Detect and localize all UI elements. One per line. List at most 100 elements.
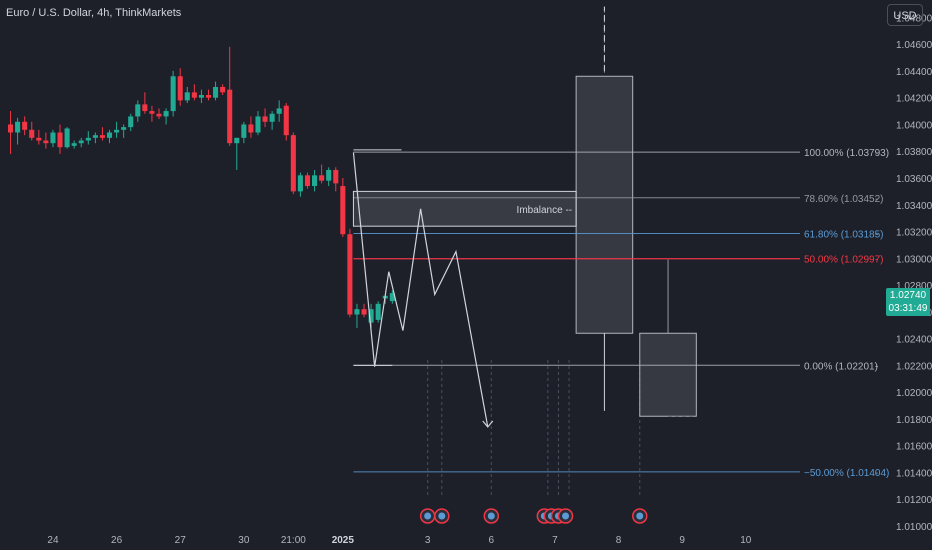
candle-body bbox=[255, 116, 261, 133]
x-axis-tick-label: 2025 bbox=[332, 535, 355, 546]
candle-body bbox=[333, 169, 339, 184]
candle-body bbox=[319, 175, 325, 181]
candle-body bbox=[15, 121, 21, 133]
y-axis-tick-label: 1.04200 bbox=[896, 94, 932, 105]
x-axis-tick-label: 9 bbox=[679, 535, 685, 546]
economic-event-flag-icon bbox=[487, 512, 495, 520]
candle-body bbox=[262, 116, 268, 122]
projection-path bbox=[352, 152, 489, 428]
y-axis-tick-label: 1.02400 bbox=[896, 335, 932, 346]
htf-candle-body bbox=[639, 332, 697, 417]
candle-body bbox=[191, 92, 197, 98]
candle-body bbox=[361, 309, 367, 315]
fib-label-dash: - bbox=[875, 361, 878, 372]
candle-body bbox=[64, 128, 70, 148]
imbalance-label: Imbalance -- bbox=[517, 205, 573, 216]
candle-body bbox=[205, 95, 212, 98]
imbalance-zone bbox=[352, 190, 577, 227]
htf-candle-body bbox=[575, 75, 634, 334]
candle-body bbox=[163, 111, 169, 117]
candle-body bbox=[297, 175, 303, 192]
symbol-title: Euro / U.S. Dollar, 4h, ThinkMarkets bbox=[6, 7, 182, 19]
y-axis-tick-label: 1.04400 bbox=[896, 67, 932, 78]
fib-label: 61.80% (1.03185) bbox=[804, 230, 884, 241]
x-axis-tick-label: 10 bbox=[740, 535, 752, 546]
candle-body bbox=[248, 124, 254, 133]
candle-body bbox=[326, 169, 332, 181]
candle-body bbox=[85, 137, 91, 141]
x-axis-tick-label: 30 bbox=[238, 535, 250, 546]
fib-label: 100.00% (1.03793) bbox=[804, 148, 889, 159]
last-price-value: 1.02740 bbox=[889, 290, 927, 301]
x-axis-tick-label: 7 bbox=[552, 535, 558, 546]
y-axis-tick-label: 1.04600 bbox=[896, 40, 932, 51]
candle-body bbox=[184, 92, 190, 101]
y-axis-tick-label: 1.03000 bbox=[896, 254, 932, 265]
y-axis-tick-label: 1.01400 bbox=[896, 468, 932, 479]
economic-event-flag-icon bbox=[438, 512, 446, 520]
x-axis-tick-label: 21:00 bbox=[281, 535, 306, 546]
candle-body bbox=[156, 113, 162, 117]
fib-label: 78.60% (1.03452) bbox=[804, 194, 884, 205]
candle-body bbox=[106, 132, 113, 138]
x-axis-tick-label: 24 bbox=[47, 535, 59, 546]
fib-label-dash: - bbox=[875, 230, 878, 241]
fib-label-dash: - bbox=[875, 148, 878, 159]
candle-body bbox=[347, 234, 353, 315]
y-axis-tick-label: 1.02000 bbox=[896, 388, 932, 399]
candle-body bbox=[114, 129, 120, 133]
projection-arrow-head bbox=[482, 420, 494, 428]
y-axis-tick-label: 1.04800 bbox=[896, 13, 932, 24]
candle-body bbox=[304, 175, 311, 187]
candle-body bbox=[368, 309, 374, 323]
candle-body bbox=[220, 86, 226, 93]
fib-label: 0.00% (1.02201) bbox=[804, 361, 878, 372]
y-axis-tick-label: 1.03200 bbox=[896, 228, 932, 239]
candle-body bbox=[177, 76, 183, 101]
y-axis-tick-label: 1.02200 bbox=[896, 361, 932, 372]
candle-body bbox=[241, 124, 247, 138]
candle-body bbox=[389, 293, 395, 302]
fib-label-dash: - bbox=[875, 194, 878, 205]
candle-body bbox=[213, 86, 219, 98]
currency-button[interactable]: USD bbox=[887, 4, 923, 26]
y-axis-tick-label: 1.01000 bbox=[896, 522, 932, 533]
candle-body bbox=[354, 309, 360, 315]
y-axis-tick-label: 1.02800 bbox=[896, 281, 932, 292]
candle-body bbox=[276, 108, 282, 114]
candle-body bbox=[36, 137, 42, 141]
candle-body bbox=[43, 140, 49, 144]
candle-body bbox=[57, 132, 63, 148]
fib-label-dash: - bbox=[875, 255, 878, 266]
y-axis-tick-label: 1.03800 bbox=[896, 147, 932, 158]
x-axis-tick-label: 27 bbox=[175, 535, 187, 546]
candle-body bbox=[340, 186, 346, 235]
candle-body bbox=[170, 76, 176, 112]
candle-body bbox=[269, 113, 275, 122]
y-axis-tick-label: 1.04000 bbox=[896, 120, 932, 131]
candle-body bbox=[198, 95, 204, 98]
last-price-tag: 1.02740 03:31:49 bbox=[886, 288, 930, 316]
economic-event-flag-icon bbox=[562, 512, 570, 520]
candle-body bbox=[99, 135, 105, 138]
candle-body bbox=[92, 135, 98, 138]
economic-event-flag-icon bbox=[424, 512, 432, 520]
candle-body bbox=[227, 89, 233, 144]
candle-body bbox=[128, 116, 134, 128]
candle-body bbox=[375, 303, 381, 320]
candle-body bbox=[78, 140, 84, 144]
candle-body bbox=[71, 143, 77, 146]
fib-label: −50.00% (1.01404) bbox=[804, 468, 889, 479]
x-axis-tick-label: 8 bbox=[616, 535, 622, 546]
y-axis-tick-label: 1.01600 bbox=[896, 442, 932, 453]
x-axis-tick-label: 6 bbox=[489, 535, 495, 546]
candle-body bbox=[149, 111, 155, 114]
y-axis-tick-label: 1.01800 bbox=[896, 415, 932, 426]
candle-body bbox=[290, 135, 296, 192]
candle-body bbox=[22, 121, 28, 130]
candle-body bbox=[312, 175, 318, 187]
y-axis-tick-label: 1.01200 bbox=[896, 495, 932, 506]
bar-countdown: 03:31:49 bbox=[888, 303, 928, 314]
